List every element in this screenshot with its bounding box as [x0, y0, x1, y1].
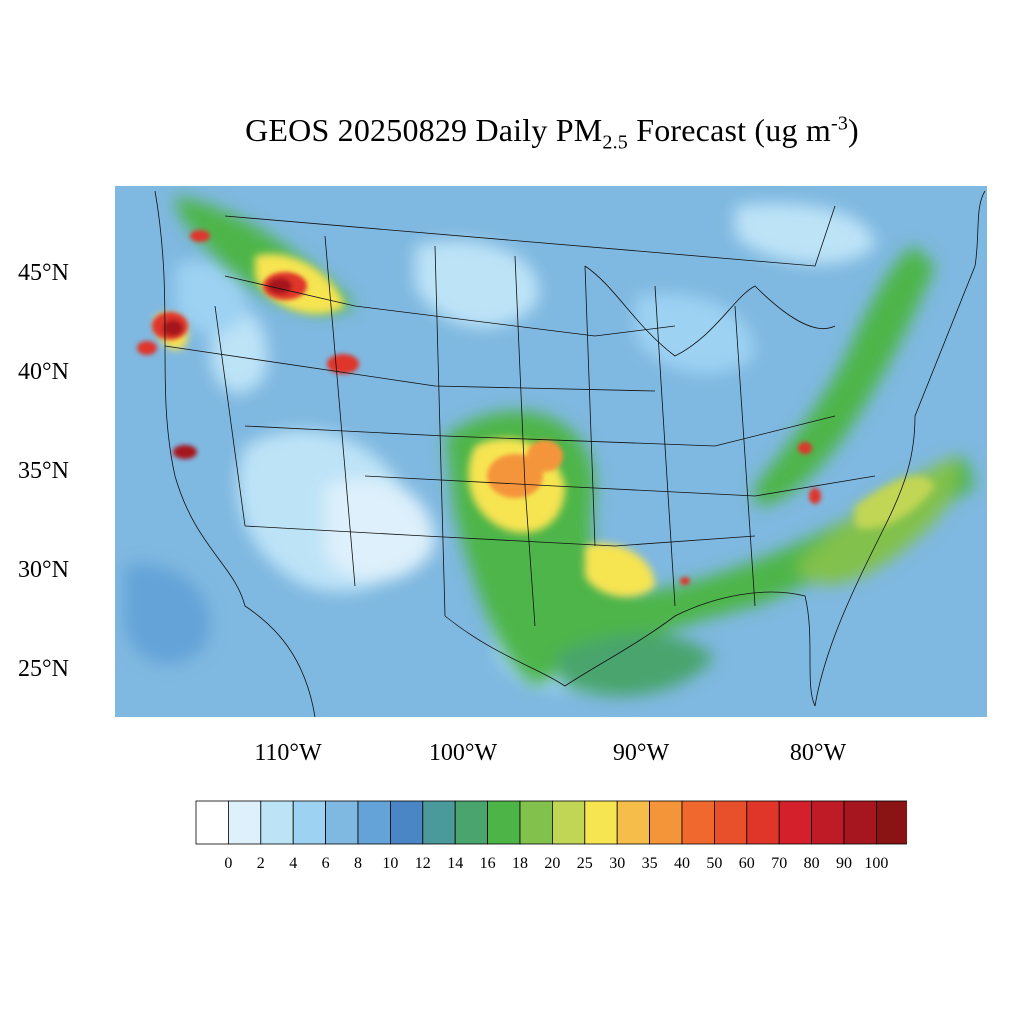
colorbar — [195, 800, 910, 850]
colorbar-swatch — [357, 800, 391, 845]
colorbar-swatch — [519, 800, 553, 845]
colorbar-label: 10 — [382, 855, 399, 872]
colorbar-label: 12 — [414, 855, 431, 872]
colorbar-label: 35 — [641, 855, 658, 872]
colorbar-label: 80 — [803, 855, 820, 872]
colorbar-swatch — [292, 800, 326, 845]
colorbar-swatch — [876, 800, 910, 845]
pm25-map — [115, 186, 987, 717]
colorbar-label: 100 — [864, 855, 889, 872]
lat-label-40: 40°N — [18, 359, 69, 385]
lat-label-25: 25°N — [18, 656, 69, 682]
colorbar-swatch — [584, 800, 618, 845]
lon-label-80w: 80°W — [789, 740, 847, 766]
colorbar-swatch — [422, 800, 456, 845]
colorbar-swatch — [649, 800, 683, 845]
colorbar-swatch — [454, 800, 489, 845]
colorbar-label: 25 — [576, 855, 593, 872]
colorbar-label: 0 — [224, 855, 233, 872]
lat-label-35: 35°N — [18, 458, 69, 484]
colorbar-swatch — [778, 800, 813, 845]
colorbar-label: 6 — [321, 855, 330, 872]
colorbar-label: 18 — [512, 855, 528, 872]
colorbar-label: 50 — [706, 855, 723, 872]
colorbar-swatch — [487, 800, 521, 845]
colorbar-label: 60 — [738, 855, 755, 872]
low-concentration-areas — [125, 203, 875, 692]
colorbar-swatch — [389, 800, 424, 845]
lat-label-30: 30°N — [18, 557, 69, 583]
colorbar-label: 70 — [771, 855, 788, 872]
colorbar-swatch — [260, 800, 294, 845]
colorbar-swatch — [843, 800, 877, 845]
colorbar-swatch — [228, 800, 262, 845]
colorbar-swatch — [681, 800, 715, 845]
colorbar-label: 2 — [256, 855, 265, 872]
colorbar-label: 14 — [447, 855, 464, 872]
colorbar-swatch — [714, 800, 748, 845]
colorbar-swatch — [195, 800, 229, 845]
colorbar-swatch — [811, 800, 845, 845]
lat-label-45: 45°N — [18, 260, 69, 286]
colorbar-label: 20 — [544, 855, 561, 872]
colorbar-label: 4 — [289, 855, 298, 872]
lon-label-90w: 90°W — [612, 740, 670, 766]
colorbar-swatch — [746, 800, 780, 845]
colorbar-label: 8 — [354, 855, 362, 872]
lon-label-110w: 110°W — [254, 740, 322, 766]
colorbar-swatch — [325, 800, 359, 845]
map-title: GEOS 20250829 Daily PM2.5 Forecast (ug m… — [245, 112, 859, 154]
colorbar-label: 16 — [479, 855, 496, 872]
hotspots — [137, 230, 821, 585]
colorbar-swatch — [616, 800, 651, 845]
colorbar-label: 90 — [836, 855, 852, 872]
colorbar-label: 30 — [609, 855, 626, 872]
colorbar-swatch — [551, 800, 586, 845]
boundary-lines — [154, 190, 986, 717]
lon-label-100w: 100°W — [428, 740, 498, 766]
colorbar-label: 40 — [674, 855, 690, 872]
